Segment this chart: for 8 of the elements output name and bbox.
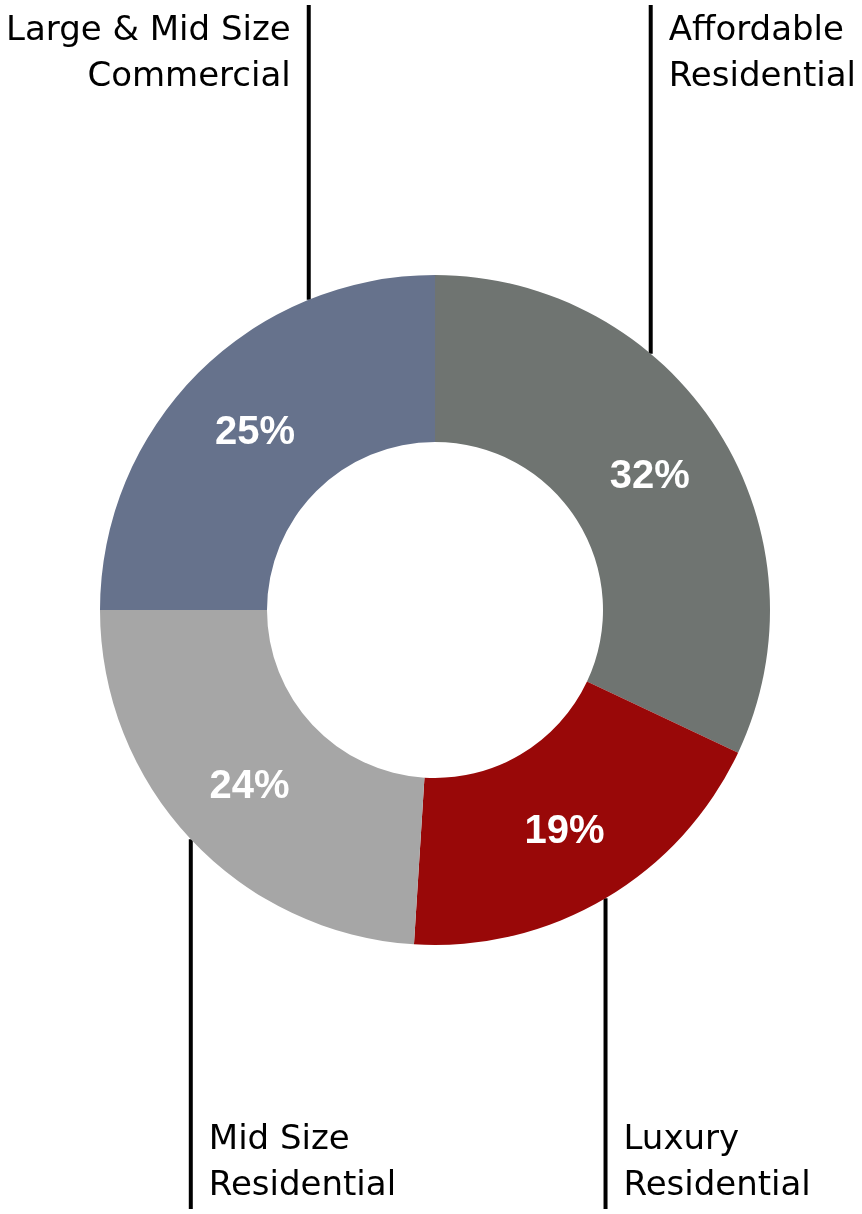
slice-label: Luxury Residential <box>623 1117 811 1203</box>
data-label: 24% <box>209 762 290 807</box>
data-label: 25% <box>215 408 296 453</box>
slice-label: Affordable Residential <box>668 8 857 94</box>
slice-label: Mid Size Residential <box>208 1117 397 1203</box>
slice-label: Large & Mid Size Commercial <box>6 8 291 94</box>
data-label: 19% <box>524 807 605 852</box>
data-label: 32% <box>609 451 690 496</box>
